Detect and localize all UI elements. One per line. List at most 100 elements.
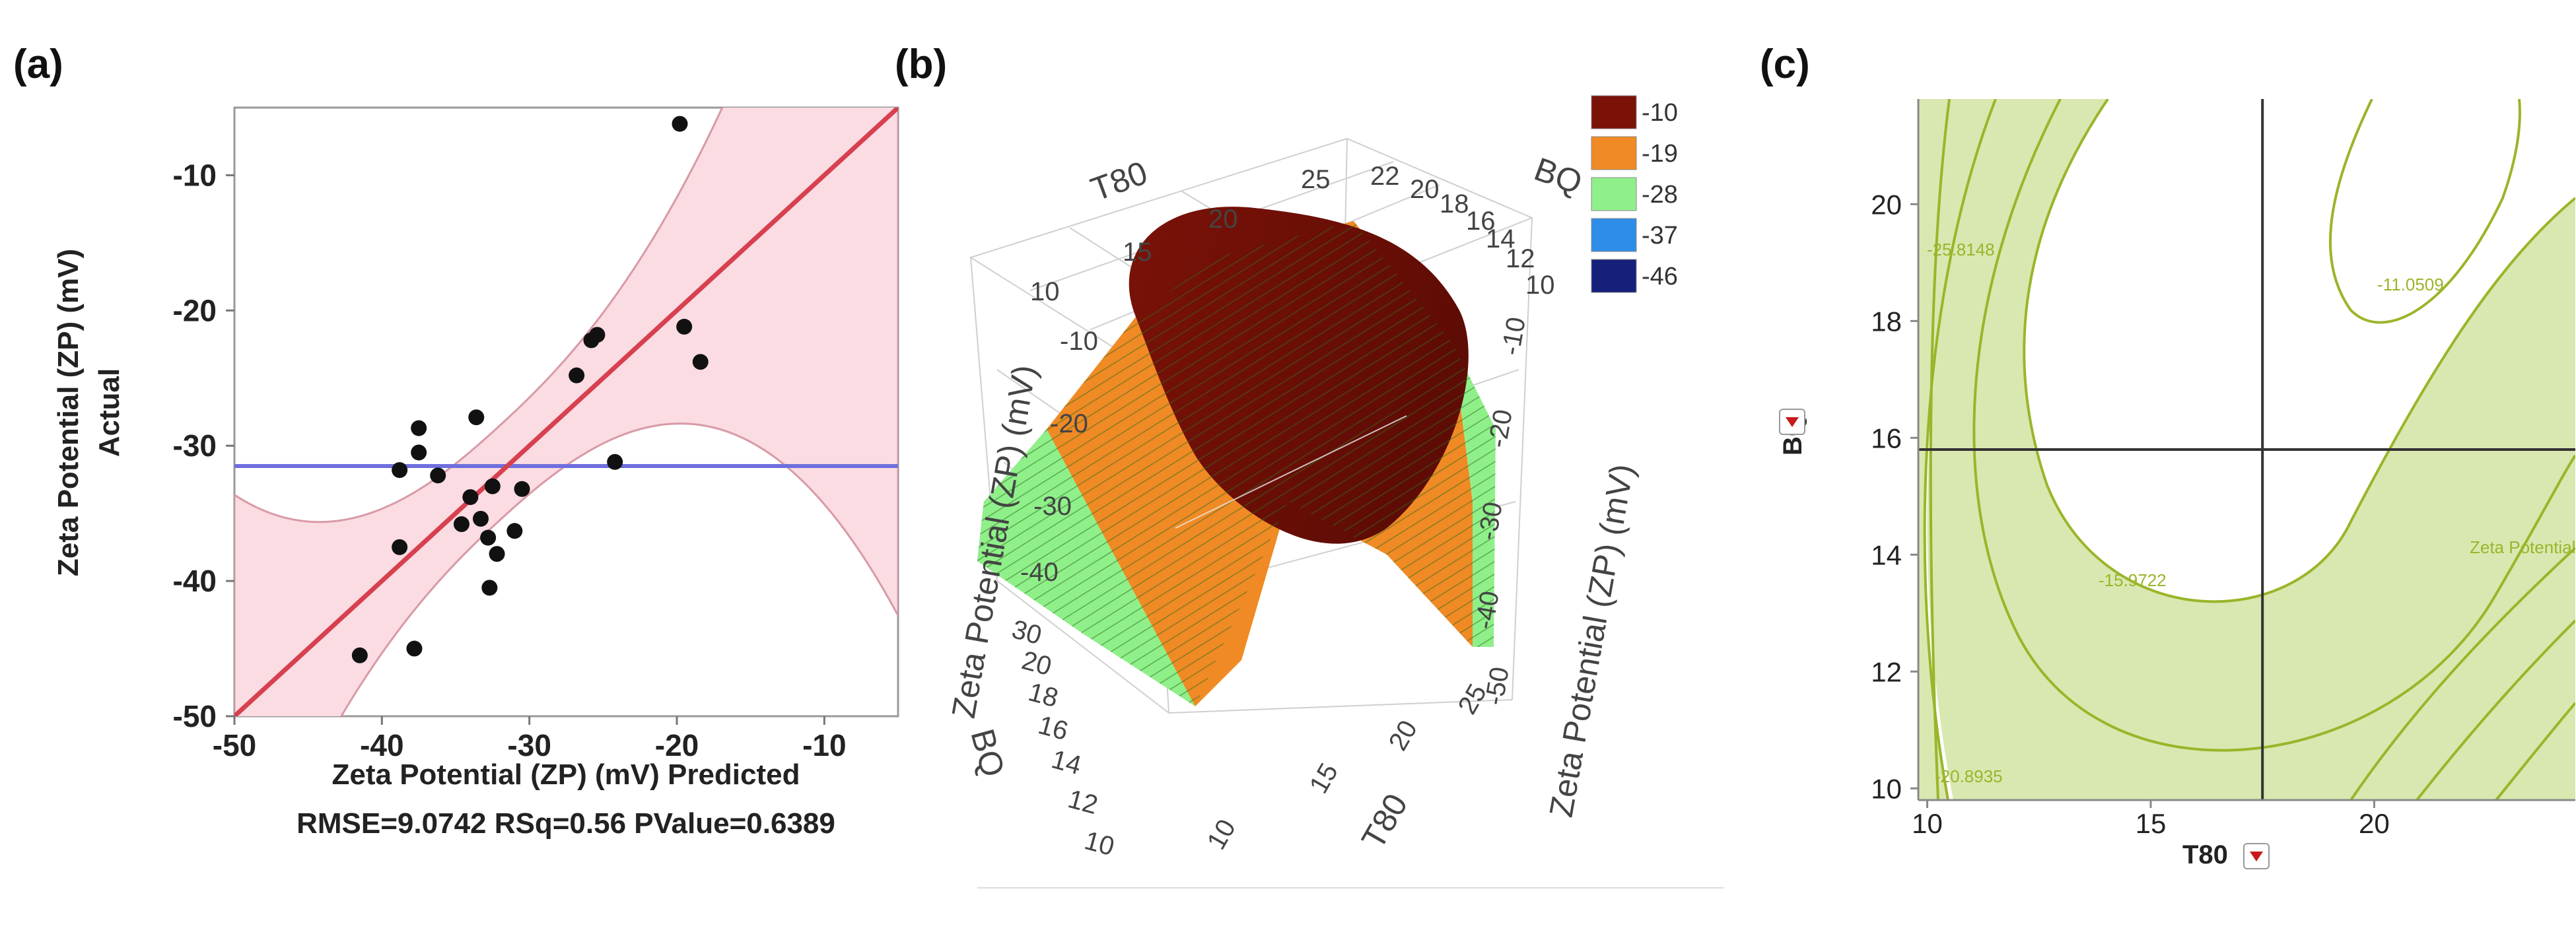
tick-label: -10 <box>1060 327 1098 356</box>
tick-label: -50 <box>1480 665 1515 708</box>
y-tick-label: -30 <box>173 428 217 463</box>
y-tick-label: 12 <box>1871 656 1902 687</box>
panel-c: (c) -25.8148 -11.0509 -15.9722 -20.8935 … <box>1760 42 2575 869</box>
tick-label: 18 <box>1440 189 1469 218</box>
contour-plot: -25.8148 -11.0509 -15.9722 -20.8935 Zeta… <box>1918 99 2575 800</box>
tick-label: 10 <box>1082 826 1117 861</box>
y-tick-label: 18 <box>1871 306 1902 337</box>
panel-b: (b) <box>895 42 1723 889</box>
tick-label: -20 <box>1050 409 1088 438</box>
y-tick-label: 16 <box>1871 422 1902 453</box>
data-point <box>589 327 606 343</box>
tick-label: 30 <box>1009 615 1045 650</box>
legend-label: -10 <box>1642 99 1678 127</box>
legend-label: -28 <box>1642 181 1678 209</box>
top-t80-ticks: 10 15 20 25 <box>1030 165 1331 306</box>
data-point <box>468 409 485 426</box>
x-tick-label: -50 <box>213 728 256 762</box>
top-t80-title: T80 <box>1086 154 1152 208</box>
y-tick-label: -40 <box>173 564 217 598</box>
fit-line <box>234 108 898 716</box>
legend-label: -37 <box>1642 222 1678 250</box>
y-tick-label: 10 <box>1871 773 1902 804</box>
data-point <box>514 481 530 497</box>
x-tick-label: 10 <box>1912 808 1943 839</box>
tick-label: 16 <box>1035 710 1071 746</box>
panel-c-label: (c) <box>1760 42 1810 87</box>
panel-a: (a) -50 -40 -30 -20 -10 -10 -20 -30 -40 -50 Zeta… <box>13 42 899 840</box>
legend-swatch <box>1591 177 1637 211</box>
data-point <box>406 640 423 657</box>
tick-label: -20 <box>1483 407 1518 450</box>
bottom-bq-ticks: 30 20 18 16 14 12 10 <box>1009 615 1117 861</box>
tick-label: -40 <box>1020 558 1059 587</box>
tick-label: 20 <box>1208 205 1238 234</box>
x-axis-title: Zeta Potential (ZP) (mV) Predicted <box>332 758 800 791</box>
y-axis-ticks: -10 -20 -30 -40 -50 <box>173 158 234 733</box>
left-z-ticks: -10 -20 -30 -40 <box>1020 327 1098 587</box>
y-axis-title: Zeta Potential (ZP) (mV) Actual <box>52 249 125 576</box>
x-axis-ticks: -50 -40 -30 -20 -10 <box>213 716 847 762</box>
bottom-bq-title: BQ <box>963 725 1012 780</box>
stats-text: RMSE=9.0742 RSq=0.56 PValue=0.6389 <box>296 807 835 840</box>
tick-label: 15 <box>1123 238 1152 267</box>
x-tick-label: -40 <box>360 728 403 762</box>
data-point <box>506 523 523 539</box>
legend: -10 -19 -28 -37 -46 <box>1591 95 1678 293</box>
surface-mesh <box>977 221 1496 706</box>
tick-label: 20 <box>1019 646 1055 681</box>
y-tick-label: 14 <box>1871 539 1902 570</box>
tick-label: 10 <box>1030 277 1060 306</box>
data-point <box>672 116 688 132</box>
data-point <box>430 467 446 484</box>
contour-label-1: -25.8148 <box>1927 240 1995 259</box>
panel-a-label: (a) <box>13 42 63 87</box>
x-tick-label: -10 <box>802 728 846 762</box>
tick-label: 10 <box>1202 815 1241 855</box>
contour-label-4: -20.8935 <box>1935 766 2003 786</box>
data-point <box>481 580 498 596</box>
tick-label: 14 <box>1049 745 1084 780</box>
contour-lines <box>1923 99 2575 800</box>
data-point <box>411 444 427 461</box>
top-bq-title: BQ <box>1529 151 1587 201</box>
data-points <box>351 116 709 663</box>
tick-label: 22 <box>1370 162 1400 191</box>
tick-label: -30 <box>1033 492 1072 521</box>
tick-label: -10 <box>1496 315 1531 358</box>
y-tick-label: -10 <box>173 158 217 192</box>
data-point <box>484 478 501 494</box>
right-z-title: Zeta Potential (ZP) (mV) <box>1543 461 1641 820</box>
data-point <box>462 489 479 506</box>
tick-label: -30 <box>1473 500 1508 543</box>
contour-fill-main <box>1927 99 2575 800</box>
tick-label: 18 <box>1026 677 1061 713</box>
red-triangle-icon[interactable] <box>2243 843 2270 869</box>
tick-label: -40 <box>1470 589 1505 632</box>
tick-label: 10 <box>1525 271 1555 300</box>
data-point <box>392 462 408 479</box>
x-tick-label: 20 <box>2359 808 2390 839</box>
panel-b-label: (b) <box>895 42 947 87</box>
top-bq-ticks: 22 20 18 16 14 12 10 <box>1370 162 1555 300</box>
legend-label: -19 <box>1642 140 1678 168</box>
bottom-t80-title: T80 <box>1354 788 1415 856</box>
x-tick-label: -20 <box>655 728 699 762</box>
legend-label: -46 <box>1642 263 1678 290</box>
tick-label: 20 <box>1383 716 1423 756</box>
red-triangle-icon[interactable] <box>1779 409 1805 435</box>
legend-swatch <box>1591 259 1637 293</box>
data-point <box>692 354 709 370</box>
legend-swatch <box>1591 95 1637 129</box>
response-surface <box>977 207 1496 706</box>
data-point <box>480 529 497 546</box>
contour-label-2: -11.0509 <box>2377 275 2444 294</box>
data-point <box>351 647 368 663</box>
tick-label: 16 <box>1466 207 1496 236</box>
data-point <box>489 546 505 562</box>
y-axis-ticks-c: 10 12 14 16 18 20 <box>1871 189 1918 804</box>
right-z-ticks: -10 -20 -30 -40 -50 <box>1470 315 1531 708</box>
data-point <box>676 318 693 335</box>
data-point <box>411 420 427 436</box>
